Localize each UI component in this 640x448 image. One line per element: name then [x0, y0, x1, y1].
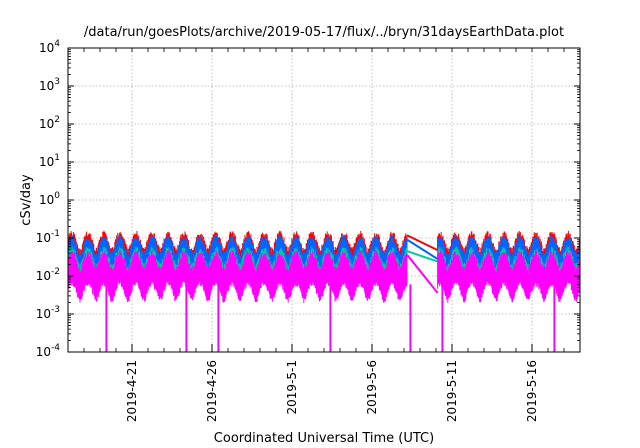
y-tick-exponent: -2	[51, 267, 60, 277]
y-tick-label: 104	[39, 39, 60, 55]
y-tick-label: 10-1	[36, 229, 60, 245]
y-tick-exponent: -4	[51, 343, 60, 353]
y-tick-base: 10	[36, 231, 51, 245]
y-tick-exponent: 4	[54, 39, 60, 49]
y-tick-label: 100	[39, 191, 60, 207]
y-tick-base: 10	[39, 193, 54, 207]
y-axis-label: cSv/day	[19, 174, 34, 226]
y-tick-label: 10-2	[36, 267, 60, 283]
y-tick-label: 10-3	[36, 305, 60, 321]
y-tick-base: 10	[36, 345, 51, 359]
gap-bridge-line	[406, 238, 439, 260]
y-tick-exponent: 1	[54, 153, 60, 163]
y-tick-base: 10	[39, 79, 54, 93]
gap-bridge-line	[406, 250, 438, 263]
x-axis-label: Coordinated Universal Time (UTC)	[214, 431, 434, 446]
y-tick-base: 10	[36, 269, 51, 283]
y-tick-base: 10	[36, 307, 51, 321]
y-tick-label: 103	[39, 77, 60, 93]
y-tick-exponent: 0	[54, 191, 60, 201]
series-area	[67, 230, 581, 352]
x-tick-label: 2019-5-6	[365, 360, 379, 414]
y-tick-exponent: -1	[51, 229, 60, 239]
x-tick-labels: 2019-4-21 2019-4-26 2019-5-1 2019-5-6 2019-5…	[125, 360, 539, 422]
ticks	[67, 47, 581, 353]
y-tick-label: 102	[39, 115, 60, 131]
x-tick-label: 2019-5-1	[285, 360, 299, 414]
y-tick-exponent: 2	[54, 115, 60, 125]
y-tick-exponent: -3	[51, 305, 60, 315]
y-tick-base: 10	[39, 155, 54, 169]
gap-bridge-line	[406, 234, 439, 252]
x-tick-label: 2019-5-16	[525, 360, 539, 422]
y-tick-base: 10	[39, 117, 54, 131]
x-tick-label: 2019-4-26	[205, 360, 219, 422]
x-tick-label: 2019-5-11	[445, 360, 459, 422]
y-tick-label: 101	[39, 153, 60, 169]
y-tick-label: 10-4	[36, 343, 61, 359]
chart-title: /data/run/goesPlots/archive/2019-05-17/f…	[84, 25, 564, 40]
x-tick-label: 2019-4-21	[125, 360, 139, 422]
y-tick-base: 10	[39, 41, 54, 55]
gap-bridge-line	[406, 254, 439, 294]
y-tick-exponent: 3	[54, 77, 60, 87]
